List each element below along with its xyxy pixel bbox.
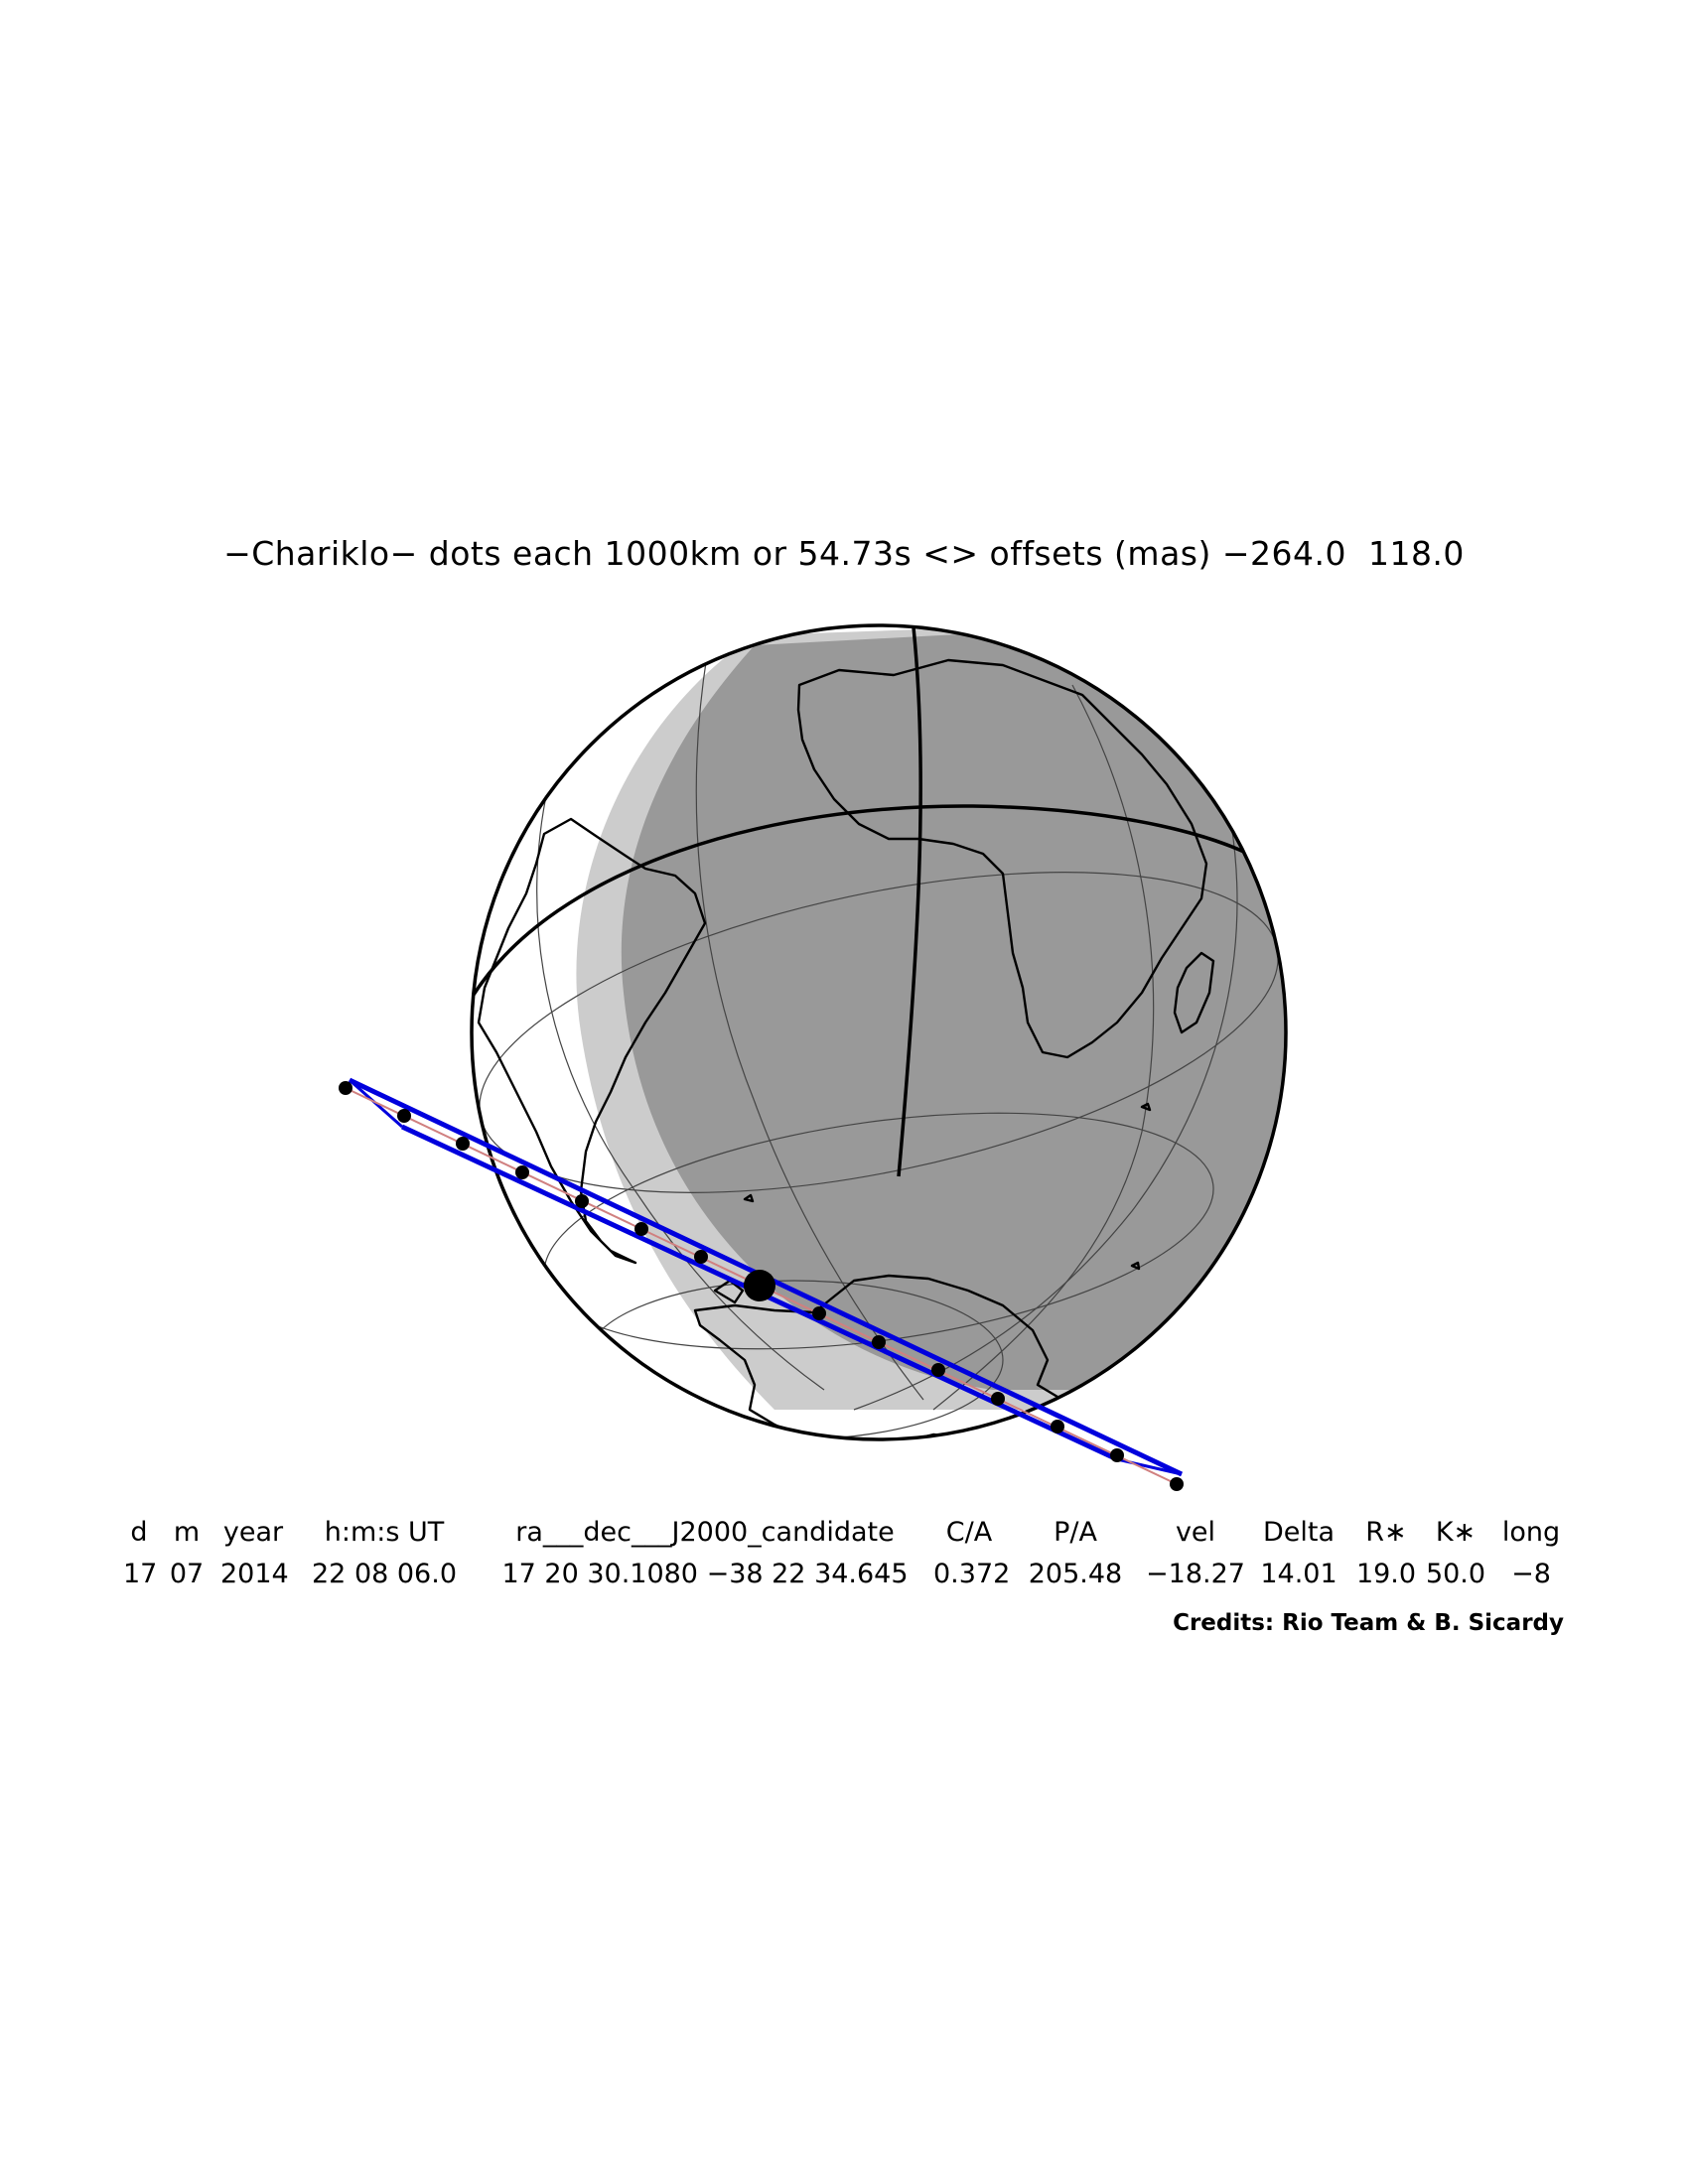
value-month: 07 (169, 1559, 205, 1589)
value-day: 17 (123, 1559, 158, 1589)
time-dot (339, 1081, 352, 1095)
map-title: −Chariklo− dots each 1000km or 54.73s <>… (223, 534, 1465, 573)
header-k-mag: K∗ (1435, 1517, 1477, 1548)
night-zone (621, 625, 1286, 1390)
globe-outline (470, 623, 1288, 1441)
time-dot (931, 1363, 945, 1377)
header-time: h:m:s UT (324, 1517, 445, 1548)
time-dot (1110, 1448, 1124, 1462)
header-pa: P/A (1054, 1517, 1097, 1548)
time-dot (1051, 1420, 1064, 1433)
value-pa: 205.48 (1028, 1559, 1123, 1589)
time-dot (1170, 1477, 1184, 1491)
header-day: d (130, 1517, 148, 1548)
value-time: 22 08 06.0 (312, 1559, 457, 1589)
time-dot (872, 1335, 886, 1349)
time-dot (515, 1165, 529, 1179)
time-dot (991, 1392, 1005, 1406)
time-dot (812, 1306, 826, 1320)
header-ca: C/A (945, 1517, 993, 1548)
time-dot (456, 1137, 470, 1151)
time-dot (397, 1109, 411, 1123)
value-velocity: −18.27 (1146, 1559, 1245, 1589)
header-year: year (222, 1517, 284, 1548)
time-dot (575, 1194, 589, 1208)
closest-approach-dot (744, 1270, 775, 1301)
value-longitude: −8 (1511, 1559, 1551, 1589)
credits-text: Credits: Rio Team & B. Sicardy (1173, 1610, 1564, 1636)
time-dot (634, 1222, 648, 1236)
header-r-mag: R∗ (1365, 1517, 1407, 1548)
time-dot (694, 1250, 708, 1264)
value-ca: 0.372 (933, 1559, 1011, 1589)
header-delta: Delta (1262, 1517, 1336, 1548)
value-delta: 14.01 (1260, 1559, 1337, 1589)
header-velocity: vel (1175, 1517, 1216, 1548)
equator-line (472, 804, 1283, 999)
time-dots (339, 1081, 1184, 1491)
value-year: 2014 (220, 1559, 289, 1589)
header-coordinates: ra___dec___J2000_candidate (515, 1517, 895, 1548)
value-coordinates: 17 20 30.1080 −38 22 34.645 (501, 1559, 909, 1589)
header-longitude: long (1501, 1517, 1561, 1548)
value-k-mag: 50.0 (1425, 1559, 1486, 1589)
value-r-mag: 19.0 (1355, 1559, 1417, 1589)
prime-meridian (897, 626, 922, 1177)
header-month: m (173, 1517, 201, 1548)
